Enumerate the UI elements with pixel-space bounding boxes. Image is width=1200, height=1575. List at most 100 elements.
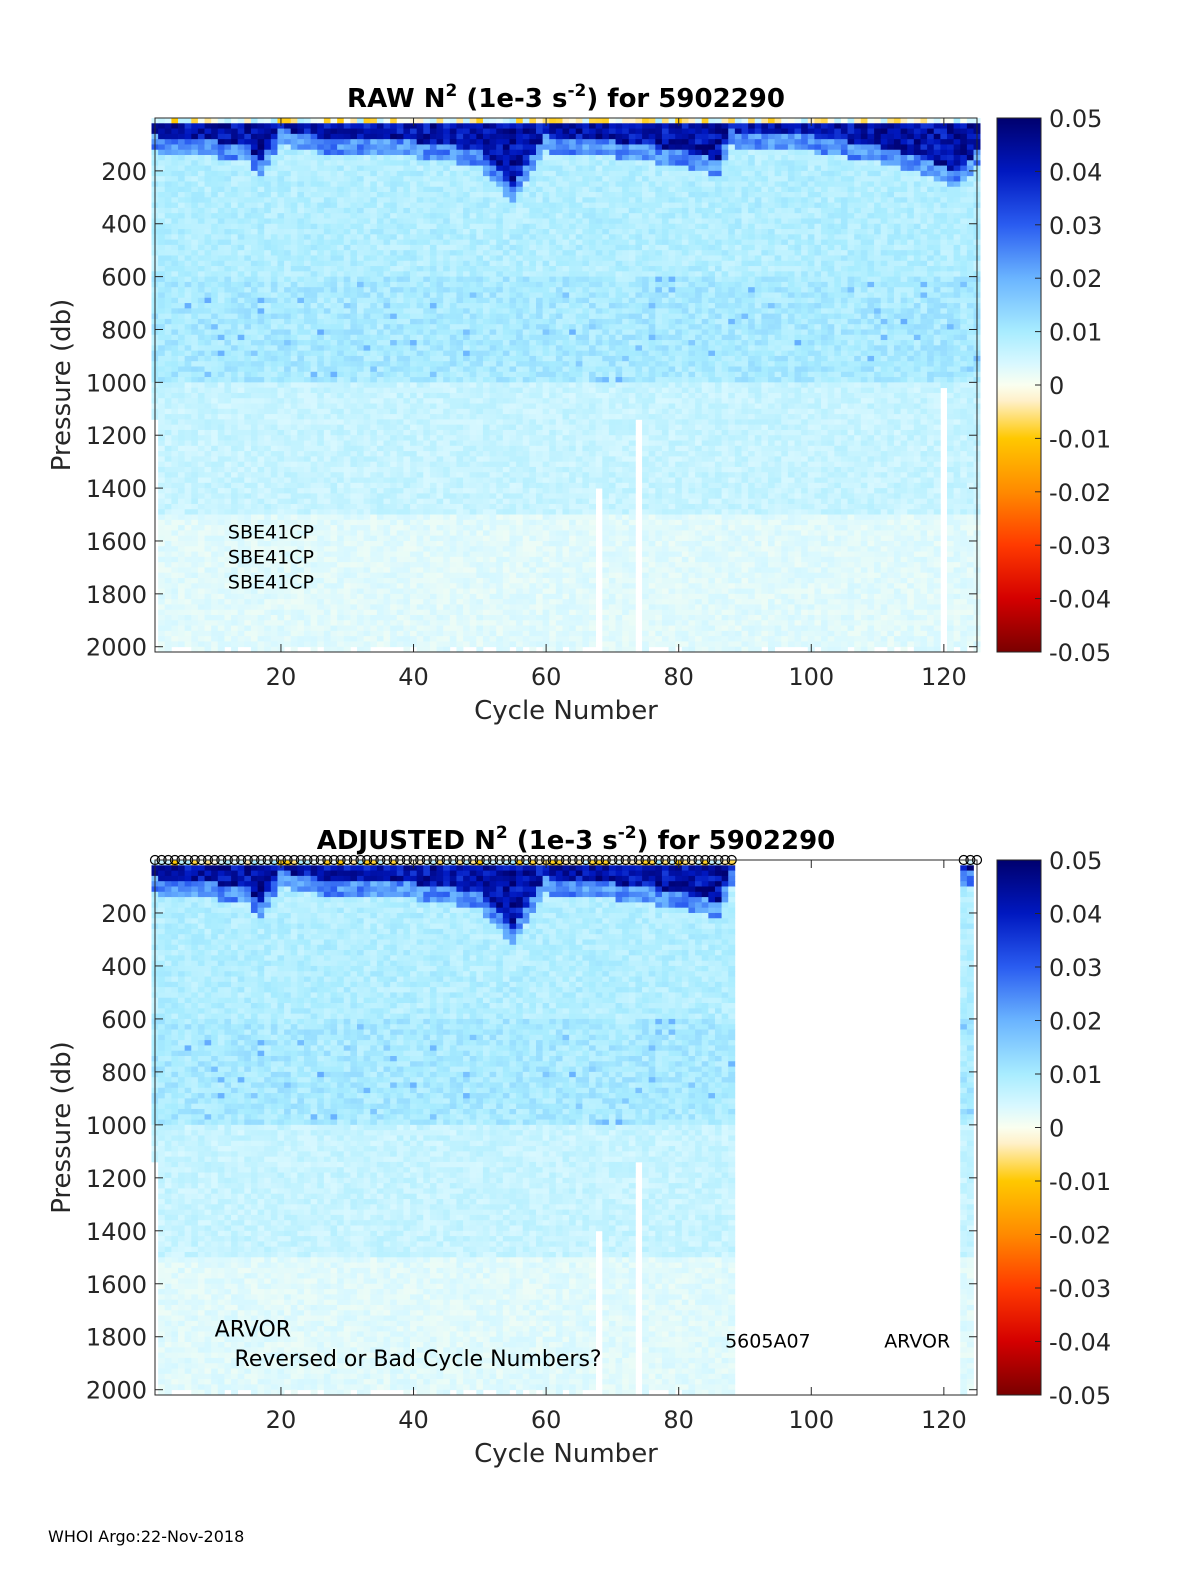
heat-cell (449, 546, 457, 552)
heat-cell (211, 334, 219, 341)
heat-cell (211, 440, 219, 447)
heat-cell (224, 340, 232, 346)
heat-cell (350, 466, 358, 473)
heat-cell (410, 133, 418, 140)
heat-cell (250, 345, 258, 352)
heat-cell (303, 202, 311, 209)
heat-cell (264, 583, 272, 589)
heat-cell (429, 646, 437, 653)
heat-cell (476, 128, 484, 135)
heat-cell (429, 144, 437, 151)
heat-cell (191, 207, 199, 214)
heat-cell (396, 128, 404, 135)
heat-cell (158, 250, 166, 256)
heat-cell (410, 525, 418, 531)
heat-cell (323, 308, 331, 315)
heat-cell (244, 382, 252, 389)
heat-cell (323, 488, 331, 494)
heat-cell (217, 514, 225, 521)
heat-cell (317, 567, 325, 574)
heat-cell (396, 345, 404, 352)
heat-cell (396, 556, 404, 563)
heat-cell (350, 440, 358, 447)
heat-cell (410, 551, 418, 558)
heat-cell (197, 488, 205, 494)
heat-cell (476, 239, 484, 246)
heat-cell (343, 546, 351, 552)
heat-cell (297, 567, 305, 574)
heat-cell (376, 599, 384, 605)
heat-cell (158, 266, 166, 272)
heat-cell (231, 345, 239, 352)
heat-cell (237, 202, 245, 209)
heat-cell (217, 482, 225, 489)
heat-cell (469, 567, 477, 574)
heat-cell (343, 350, 351, 357)
heat-cell (158, 509, 166, 515)
heat-cell (217, 144, 225, 151)
heat-cell (390, 133, 398, 140)
heat-cell (303, 488, 311, 494)
heat-cell (443, 503, 451, 510)
heat-cell (270, 646, 278, 653)
heat-cell (317, 477, 325, 484)
heat-cell (297, 271, 305, 278)
heat-cell (350, 392, 358, 399)
heat-cell (410, 160, 418, 166)
heat-cell (211, 244, 219, 251)
heat-cell (297, 525, 305, 531)
heat-cell (191, 181, 199, 188)
heat-cell (337, 139, 345, 145)
heat-cell (383, 392, 391, 399)
heat-cell (370, 535, 378, 542)
heat-cell (178, 255, 186, 262)
heat-cell (250, 244, 258, 251)
heat-cell (171, 324, 179, 330)
heat-cell (396, 202, 404, 209)
heat-cell (469, 546, 477, 552)
heat-cell (270, 424, 278, 431)
heat-cell (449, 625, 457, 632)
heat-cell (376, 176, 384, 182)
heat-cell (476, 313, 484, 320)
heat-cell (337, 456, 345, 463)
heat-cell (423, 123, 431, 129)
heat-cell (211, 519, 219, 526)
heat-cell (396, 287, 404, 293)
heat-cell (357, 276, 364, 283)
heat-cell (217, 202, 225, 209)
heat-cell (244, 197, 252, 203)
heat-cell (476, 461, 484, 468)
heat-cell (244, 297, 252, 304)
heat-cell (244, 334, 252, 341)
heat-cell (423, 324, 431, 330)
heat-cell (390, 641, 398, 648)
heat-cell (297, 207, 305, 214)
heat-cell (204, 192, 212, 198)
heat-cell (257, 577, 265, 584)
heat-cell (171, 155, 179, 161)
heat-cell (244, 160, 252, 166)
heat-cell (376, 255, 384, 262)
heat-cell (343, 451, 351, 457)
heat-cell (290, 192, 298, 198)
heat-cell (476, 535, 484, 542)
heat-cell (303, 535, 311, 542)
heat-cell (350, 562, 358, 568)
heat-cell (370, 361, 378, 367)
heat-cell (277, 551, 285, 558)
heat-cell (250, 192, 258, 198)
heat-cell (330, 519, 338, 526)
heat-cell (303, 308, 311, 315)
heat-cell (197, 181, 205, 188)
heat-cell (370, 461, 378, 468)
heat-cell (416, 498, 424, 505)
heat-cell (456, 456, 464, 463)
heat-cell (290, 498, 298, 505)
heat-cell (403, 445, 411, 452)
heat-cell (403, 620, 411, 626)
heat-cell (264, 567, 272, 574)
heat-cell (277, 424, 285, 431)
heat-cell (476, 207, 484, 214)
heat-cell (257, 361, 265, 367)
